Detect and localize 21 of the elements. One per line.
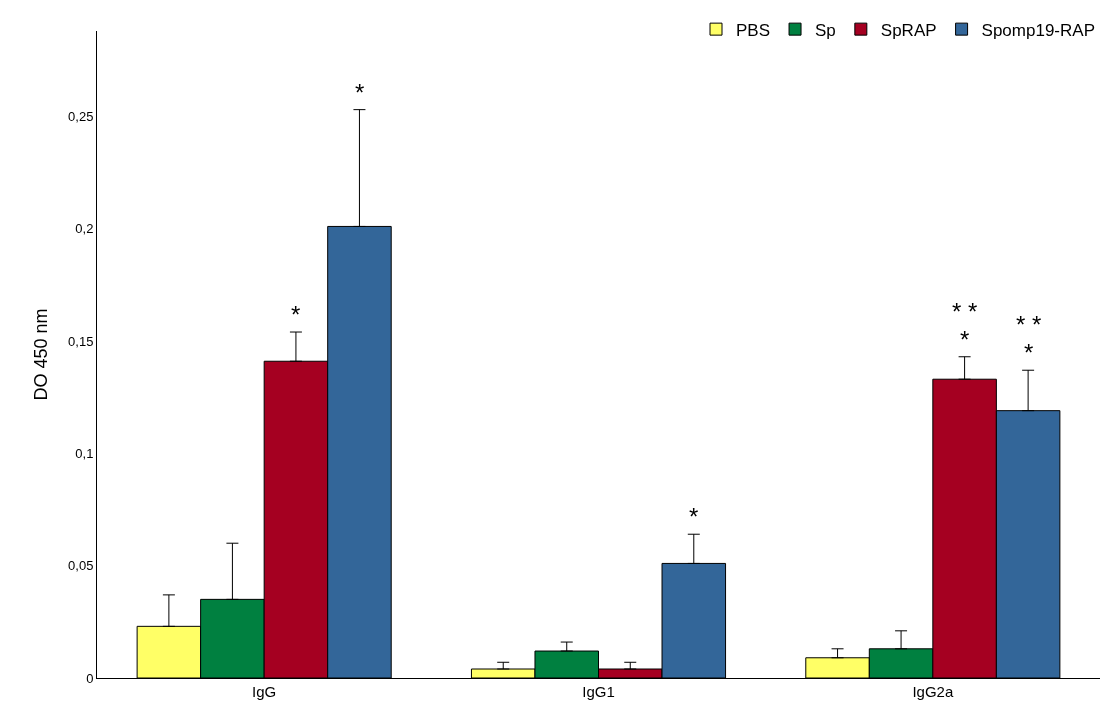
legend-label: PBS	[736, 20, 771, 40]
y-tick-label: 0,1	[75, 445, 94, 461]
annotation: *	[291, 301, 301, 328]
x-tick-label: IgG1	[582, 683, 615, 700]
annotation: * *	[952, 298, 978, 325]
annotation: *	[689, 503, 699, 530]
annotation: *	[355, 79, 365, 106]
annotation: *	[960, 326, 970, 353]
y-tick-label: 0,05	[68, 558, 94, 574]
x-tick-label: IgG	[252, 683, 277, 700]
annotation: *	[1024, 339, 1034, 366]
y-tick-label: 0,25	[68, 108, 94, 124]
y-tick-label: 0,15	[68, 333, 94, 349]
annotation: * *	[1016, 311, 1042, 338]
y-axis-title: DO 450 nm	[31, 308, 52, 401]
y-tick-label: 0,2	[75, 221, 94, 237]
y-tick-label: 0	[86, 670, 94, 686]
legend-label: SpRAP	[880, 20, 937, 40]
legend-label: Sp	[815, 20, 836, 40]
x-tick-label: IgG2a	[912, 683, 954, 700]
legend-label: Spomp19-RAP	[981, 20, 1095, 40]
